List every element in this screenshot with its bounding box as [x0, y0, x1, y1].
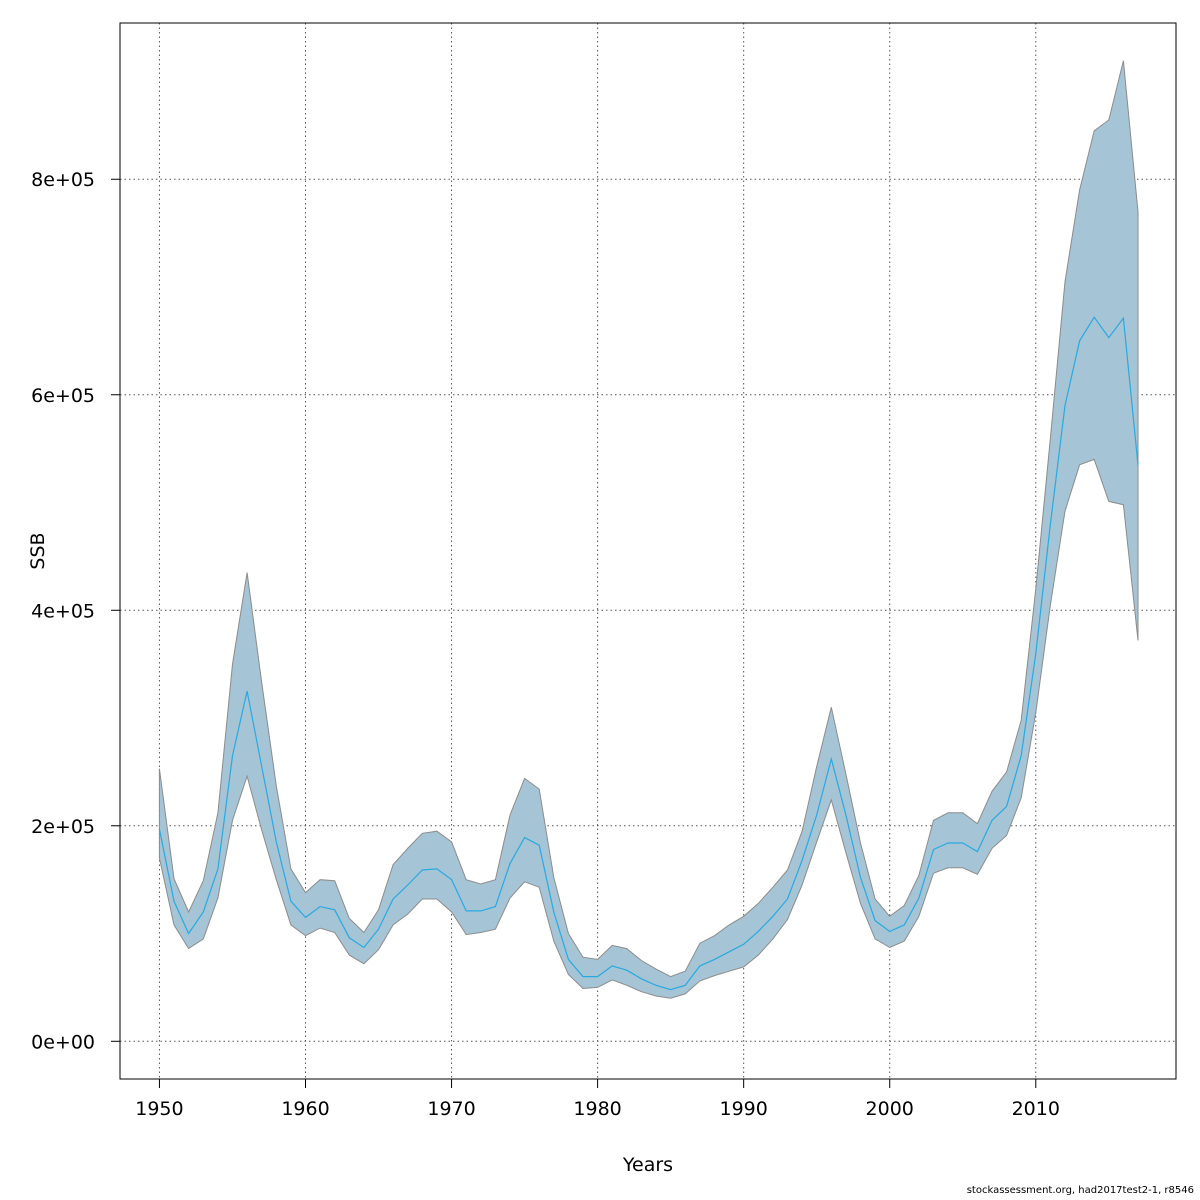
footer-credit: stockassessment.org, had2017test2-1, r85… [966, 1185, 1194, 1196]
y-tick-label: 6e+05 [31, 385, 95, 407]
y-axis: 0e+00 2e+05 4e+05 6e+05 8e+05 [31, 169, 120, 1053]
x-tick-label: 1950 [135, 1098, 183, 1120]
y-axis-title: SSB [27, 532, 49, 569]
x-axis-title: Years [622, 1154, 673, 1176]
x-tick-label: 1960 [281, 1098, 329, 1120]
grid-lines [120, 23, 1176, 1079]
confidence-band-area [158, 60, 1139, 999]
estimate-line [158, 316, 1139, 991]
y-tick-label: 2e+05 [31, 816, 95, 838]
confidence-band [158, 60, 1139, 999]
x-tick-label: 1970 [427, 1098, 475, 1120]
x-tick-label: 2000 [866, 1098, 914, 1120]
x-tick-label: 2010 [1012, 1098, 1060, 1120]
y-tick-label: 0e+00 [31, 1031, 95, 1053]
y-tick-label: 4e+05 [31, 600, 95, 622]
ssb-estimate-line [158, 316, 1139, 991]
plot-frame [119, 22, 1177, 1080]
y-tick-label: 8e+05 [31, 169, 95, 191]
x-tick-label: 1990 [719, 1098, 767, 1120]
x-tick-label: 1980 [573, 1098, 621, 1120]
x-axis: 1950 1960 1970 1980 1990 2000 2010 [135, 1079, 1060, 1120]
